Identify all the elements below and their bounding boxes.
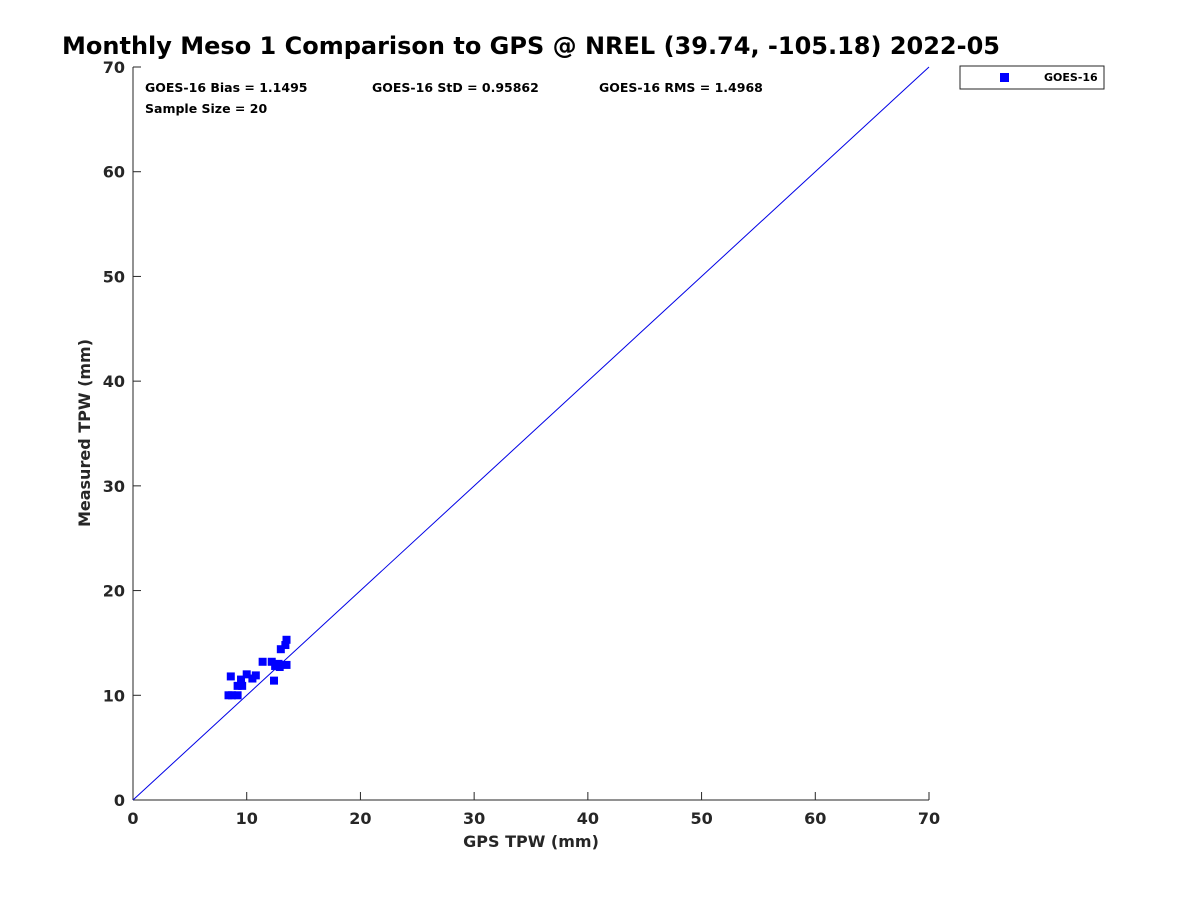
y-tick-label: 40 [103,372,125,391]
bias-annotation: GOES-16 Bias = 1.1495 [145,80,307,95]
data-point [237,675,246,684]
data-point [274,659,283,668]
data-point [226,672,235,681]
stats-annotations: GOES-16 Bias = 1.1495 GOES-16 StD = 0.95… [145,80,763,116]
data-point [282,660,291,669]
x-tick-label: 10 [236,809,258,828]
one-to-one-line [132,66,930,801]
x-axis-label: GPS TPW (mm) [463,832,599,851]
legend-box [959,65,1105,90]
x-tick-label: 70 [918,809,940,828]
y-tick-label: 70 [103,58,125,77]
data-point [270,676,279,685]
data-point [267,657,276,666]
axes: 0 10 20 30 40 50 60 70 0 10 20 30 40 50 60 70 [103,58,940,828]
legend-marker [1000,73,1009,82]
x-tick-label: 30 [463,809,485,828]
y-axis-label: Measured TPW (mm) [75,339,94,527]
data-point [276,645,285,654]
x-tick-label: 50 [690,809,712,828]
data-point [227,691,236,700]
data-point [282,635,291,644]
y-tick-label: 30 [103,477,125,496]
x-tick-label: 20 [349,809,371,828]
y-tick-label: 60 [103,163,125,182]
data-point [242,670,251,679]
x-tick-label: 0 [127,809,138,828]
y-tick-label: 50 [103,267,125,286]
legend-label: GOES-16 [1044,71,1098,84]
data-point [238,681,247,690]
data-points [224,635,291,700]
x-tick-label: 40 [577,809,599,828]
x-tick-label: 60 [804,809,826,828]
rms-annotation: GOES-16 RMS = 1.4968 [599,80,763,95]
legend: GOES-16 [959,65,1105,90]
data-point [233,681,242,690]
data-point [233,691,242,700]
data-point [251,671,260,680]
y-tick-label: 20 [103,582,125,601]
y-tick-label: 0 [114,791,125,810]
y-tick-label: 10 [103,686,125,705]
reference-line-group [132,66,930,801]
data-point [258,657,267,666]
chart-title: Monthly Meso 1 Comparison to GPS @ NREL … [62,32,1000,60]
std-annotation: GOES-16 StD = 0.95862 [372,80,539,95]
data-point [281,641,290,650]
sample-size-annotation: Sample Size = 20 [145,101,267,116]
